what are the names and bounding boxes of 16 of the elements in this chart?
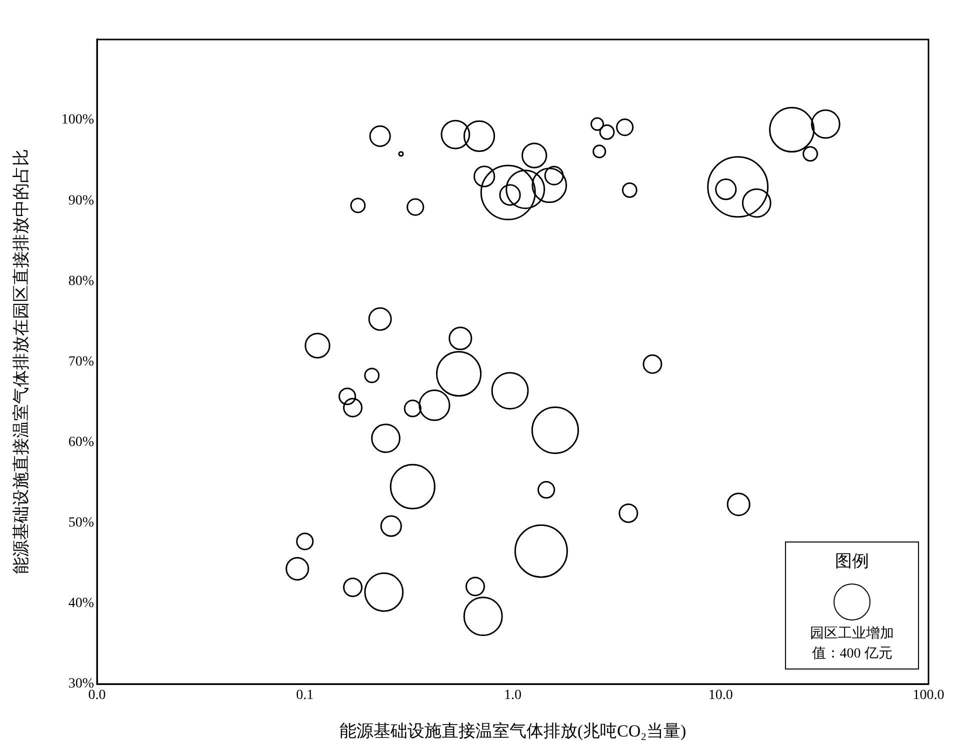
x-tick-label: 0.0	[88, 688, 106, 704]
y-axis-title: 能源基础设施直接温室气体排放在园区直接排放中的占比	[12, 149, 31, 574]
y-tick-label: 40%	[68, 596, 94, 612]
y-tick-label: 50%	[68, 516, 94, 531]
legend-title: 图例	[835, 551, 870, 570]
x-tick-label: 10.0	[708, 688, 733, 704]
y-tick-label: 60%	[68, 434, 94, 450]
x-axis-title: 能源基础设施直接温室气体排放(兆吨CO₂当量)	[339, 721, 686, 740]
x-tick-label: 1.0	[504, 688, 522, 704]
x-tick-label: 100.0	[912, 688, 944, 704]
y-tick-label: 100%	[61, 112, 94, 128]
y-tick-label: 70%	[68, 354, 94, 370]
legend-label: 园区工业增加值：400 亿元	[810, 626, 894, 662]
x-tick-label: 0.1	[296, 688, 314, 704]
y-tick-label: 80%	[68, 274, 94, 289]
y-tick-label: 90%	[68, 193, 94, 208]
